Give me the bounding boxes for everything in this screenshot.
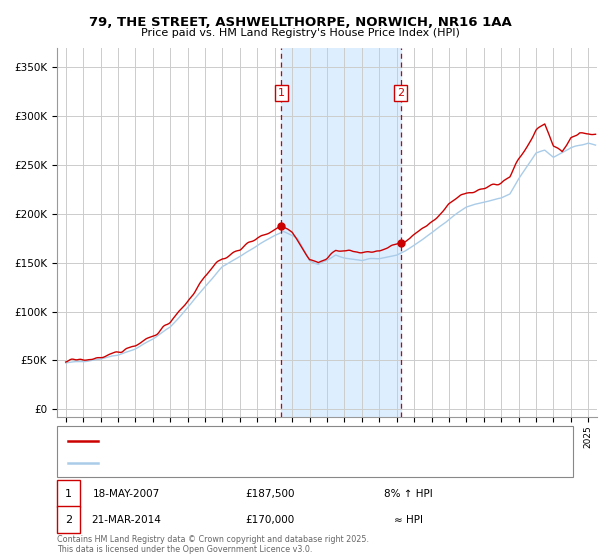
Text: 79, THE STREET, ASHWELLTHORPE, NORWICH, NR16 1AA: 79, THE STREET, ASHWELLTHORPE, NORWICH, … xyxy=(89,16,511,29)
Text: This data is licensed under the Open Government Licence v3.0.: This data is licensed under the Open Gov… xyxy=(57,545,313,554)
Text: £170,000: £170,000 xyxy=(245,515,295,525)
Text: 8% ↑ HPI: 8% ↑ HPI xyxy=(383,489,433,499)
Text: HPI: Average price, semi-detached house, South Norfolk: HPI: Average price, semi-detached house,… xyxy=(104,458,346,467)
Text: Contains HM Land Registry data © Crown copyright and database right 2025.: Contains HM Land Registry data © Crown c… xyxy=(57,535,369,544)
Bar xyxy=(281,48,401,417)
Text: 2: 2 xyxy=(397,88,404,98)
Text: ≈ HPI: ≈ HPI xyxy=(394,515,422,525)
Text: 1: 1 xyxy=(65,489,72,499)
Text: 2: 2 xyxy=(65,515,72,525)
Text: 21-MAR-2014: 21-MAR-2014 xyxy=(91,515,161,525)
Text: £187,500: £187,500 xyxy=(245,489,295,499)
Text: Price paid vs. HM Land Registry's House Price Index (HPI): Price paid vs. HM Land Registry's House … xyxy=(140,28,460,38)
Text: 1: 1 xyxy=(278,88,285,98)
Text: 18-MAY-2007: 18-MAY-2007 xyxy=(92,489,160,499)
Text: 79, THE STREET, ASHWELLTHORPE, NORWICH, NR16 1AA (semi-detached house): 79, THE STREET, ASHWELLTHORPE, NORWICH, … xyxy=(104,437,454,446)
